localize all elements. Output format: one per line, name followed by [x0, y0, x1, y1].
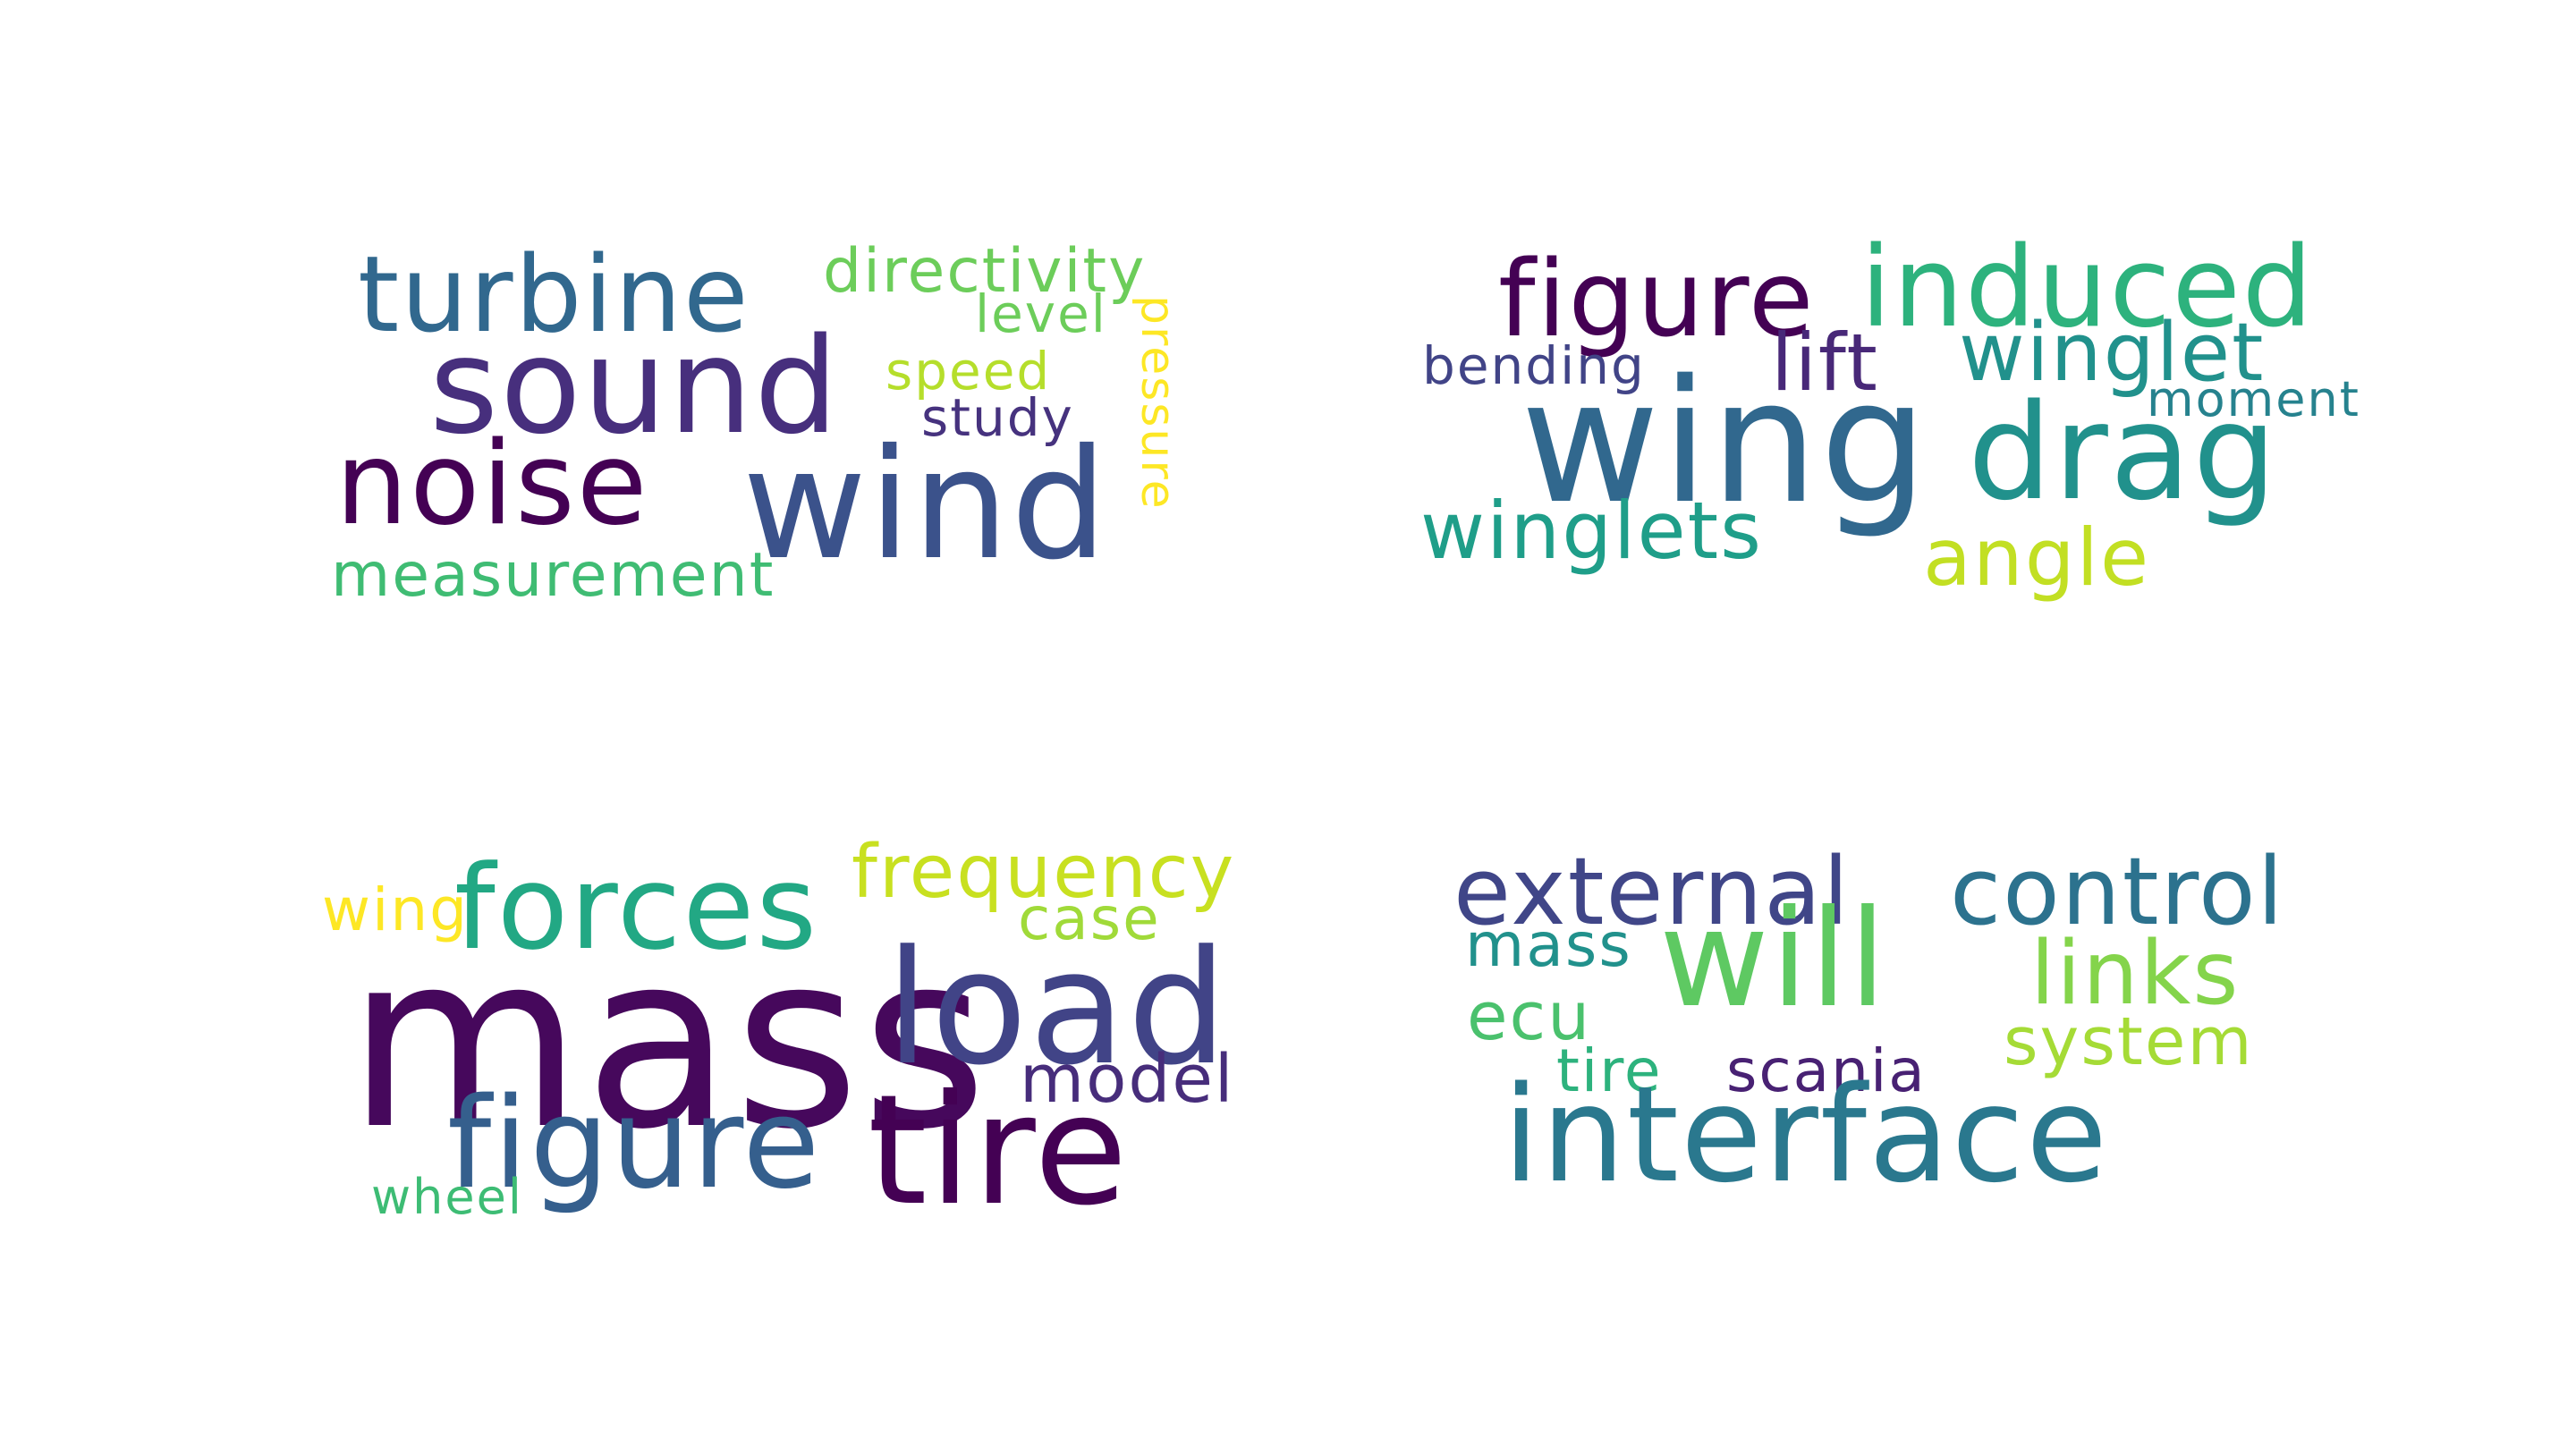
word: angle — [1923, 512, 2151, 604]
word: wing — [1521, 343, 1930, 541]
word: figure — [447, 1071, 822, 1217]
word: measurement — [331, 540, 775, 611]
word: study — [921, 387, 1074, 448]
word: frequency — [852, 830, 1236, 915]
word: speed — [886, 341, 1052, 402]
word: lift — [1771, 317, 1879, 409]
word: induced — [1860, 224, 2315, 352]
word: sound — [429, 309, 841, 463]
word: scania — [1726, 1036, 1927, 1105]
word: will — [1659, 882, 1888, 1037]
word-cloud-2: figure induced bending lift winglet wing… — [1413, 224, 2359, 617]
word: external — [1453, 837, 1851, 946]
word: noise — [335, 418, 649, 551]
word-cloud-4: external control mass will links ecu sys… — [1413, 841, 2308, 1234]
word: bending — [1422, 335, 1646, 396]
word: tire — [1556, 1036, 1663, 1105]
word: tire — [868, 1062, 1130, 1239]
word: level — [975, 283, 1107, 344]
word: pressure — [1131, 295, 1184, 511]
word: load — [886, 917, 1230, 1100]
word: wheel — [371, 1169, 523, 1225]
word: ecu — [1467, 978, 1592, 1055]
word: case — [1018, 884, 1161, 953]
word: model — [1020, 1041, 1235, 1118]
word: system — [2004, 1003, 2254, 1080]
word: drag — [1968, 376, 2279, 529]
word: links — [2030, 923, 2241, 1025]
word-cloud-1: turbine directivity level sound speed st… — [322, 224, 1216, 617]
word: mass — [347, 901, 989, 1182]
word: winglet — [1959, 306, 2266, 400]
word: interface — [1503, 1058, 2110, 1212]
word: directivity — [823, 236, 1147, 307]
word: turbine — [358, 233, 750, 356]
word-cloud-3: wing forces frequency case mass load mod… — [322, 836, 1233, 1239]
word: wing — [322, 875, 470, 944]
word: figure — [1498, 237, 1816, 360]
word: forces — [454, 840, 819, 976]
word: mass — [1465, 910, 1632, 981]
word: control — [1950, 837, 2285, 946]
word: wind — [742, 417, 1109, 594]
word: winglets — [1420, 485, 1763, 577]
word: moment — [2147, 371, 2360, 427]
